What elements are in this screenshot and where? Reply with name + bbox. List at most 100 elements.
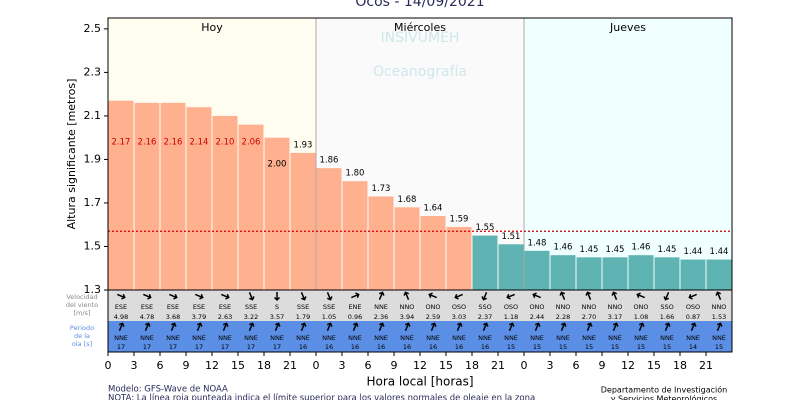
wind-speed: 1.66 [660,313,674,321]
wave-direction: NNE [270,334,284,342]
wind-speed: 1.05 [322,313,336,321]
wave-period: 17 [273,343,281,351]
arrow-icon [716,322,723,331]
data-label: 2.10 [216,138,235,148]
arrow-icon [378,322,385,331]
x-tick-label: 18 [257,359,271,372]
data-label: 1.48 [528,238,547,248]
footer-credit: y Servicios Meteorológicos [611,394,717,400]
wind-direction: NNO [400,303,415,311]
wave-direction: NNE [218,334,232,342]
wave-direction: NNE [374,334,388,342]
wind-direction: NNO [608,303,623,311]
footer-note: NOTA: La línea roja punteada indica el l… [108,394,535,400]
data-label: 2.16 [138,138,157,148]
day-label: Miércoles [394,21,446,34]
day-label: Hoy [201,21,223,34]
bar [316,168,342,290]
watermark: Oceanografía [373,64,467,80]
x-tick-label: 21 [283,359,297,372]
arrow-icon [454,293,463,300]
arrow-icon [532,292,541,299]
x-tick-label: 3 [131,359,138,372]
footer-note: Modelo: GFS-Wave de NOAA [108,385,228,395]
arrow-icon [534,322,541,331]
wave-direction: NNE [426,334,440,342]
x-axis-label: Hora local [horas] [366,375,473,389]
arrow-icon [222,322,229,331]
wave-direction: NNE [140,334,154,342]
wind-direction: OSO [686,303,700,311]
bar [680,259,706,290]
wave-direction: NNE [452,334,466,342]
wave-direction: NNE [530,334,544,342]
wind-direction: ESE [219,303,231,311]
wind-speed: 3.94 [400,313,414,321]
y-tick-label: 2.1 [84,109,102,122]
bar [394,207,420,290]
bar [264,137,290,290]
wave-direction: NNE [400,334,414,342]
wind-speed: 3.17 [608,313,622,321]
wind-direction: NNO [582,303,597,311]
arrow-icon [481,292,488,301]
arrow-icon [404,322,411,331]
wind-speed: 2.44 [530,313,544,321]
x-tick-label: 18 [465,359,479,372]
data-label: 1.68 [398,195,417,205]
wave-direction: NNE [556,334,570,342]
bar [628,255,654,290]
arrow-icon [560,322,567,331]
x-tick-label: 6 [365,359,372,372]
wind-direction: ONO [529,303,544,311]
data-label: 2.06 [242,138,261,148]
wind-row [108,290,732,321]
wind-speed: 4.78 [140,313,154,321]
wind-speed: 3.57 [270,313,284,321]
bar [706,259,732,290]
wave-direction: NNE [296,334,310,342]
wave-period: 15 [611,343,619,351]
bar [524,250,550,290]
arrow-icon [482,322,489,331]
x-tick-label: 3 [547,359,554,372]
bar [576,257,602,290]
wind-speed: 1.53 [712,313,726,321]
data-label: 1.51 [502,232,521,242]
arrow-icon [273,292,281,302]
x-tick-label: 0 [105,359,112,372]
arrow-icon [688,293,697,300]
bar [654,257,680,290]
arrow-icon [664,322,671,331]
arrow-icon [352,322,359,331]
x-tick-label: 0 [313,359,320,372]
arrow-icon [170,322,177,331]
arrow-icon [118,322,125,331]
wave-period: 17 [247,343,255,351]
wave-period: 16 [377,343,385,351]
bar [108,100,134,290]
arrow-icon [428,292,437,299]
wind-direction: NNO [556,303,571,311]
data-label: 2.00 [268,160,287,170]
arrow-icon [585,291,592,300]
wave-direction: NNE [504,334,518,342]
wind-speed: 3.22 [244,313,258,321]
arrow-icon [169,293,178,300]
wind-speed: 0.96 [348,313,362,321]
wave-period: 17 [169,343,177,351]
arrow-icon [195,293,204,300]
arrow-icon [403,291,410,300]
x-tick-label: 0 [521,359,528,372]
wind-speed: 2.63 [218,313,232,321]
bar [238,124,264,291]
x-tick-label: 21 [699,359,713,372]
wind-direction: ESE [141,303,153,311]
arrow-icon [117,293,126,300]
data-label: 1.73 [372,184,391,194]
wind-speed: 4.98 [114,313,128,321]
bar [446,226,472,290]
arrow-icon [456,322,463,331]
x-tick-label: 21 [491,359,505,372]
